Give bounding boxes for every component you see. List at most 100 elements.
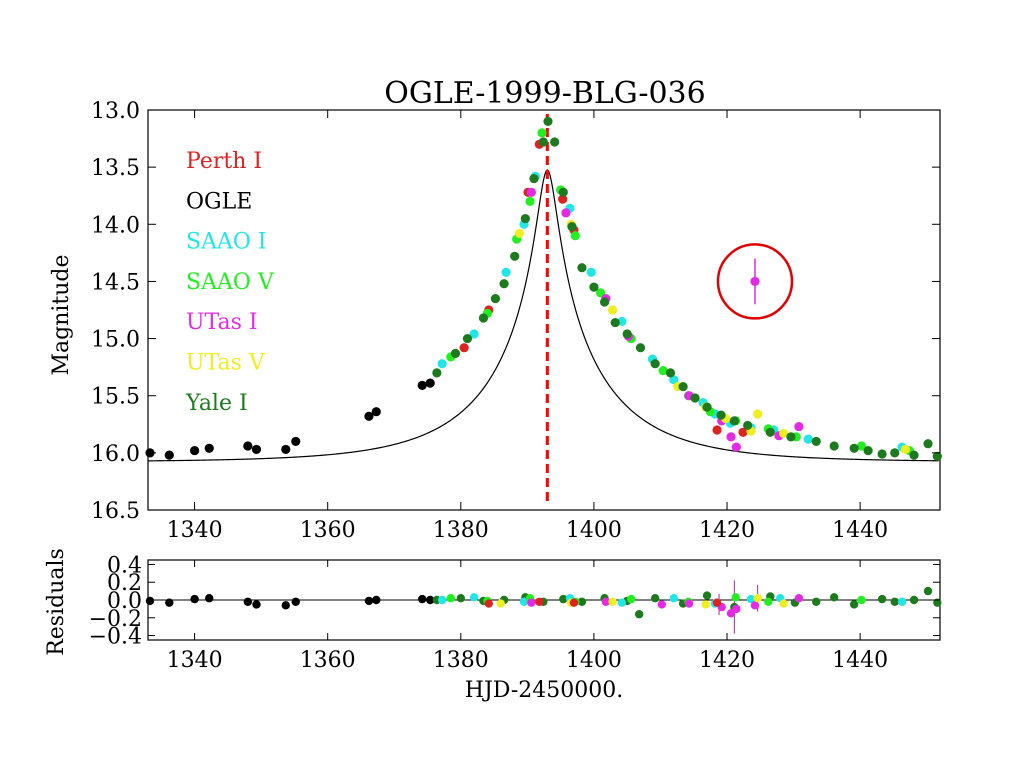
residual-point-ogle [372,595,381,605]
residual-point-ogle [190,594,199,604]
residual-point-utas-i [794,594,804,603]
y-tick-label: 15.5 [91,385,140,410]
data-point-yale-i [877,449,887,459]
residual-y-tick-label: 0.2 [107,571,142,596]
legend: Perth I OGLE SAAO I SAAO V UTas I UTas V Yale … [185,149,275,416]
residual-point-yale-i [890,597,899,606]
data-point-yale-i [610,317,620,328]
legend-entry-utas-v: UTas V [186,351,266,376]
residual-point-yale-i [877,594,887,604]
data-point-yale-i [650,359,660,369]
data-point-ogle [417,380,427,391]
data-point-yale-i [890,448,900,458]
data-point-yale-i [665,368,676,378]
residual-point-yale-i [559,594,568,604]
data-point-yale-i [849,443,859,453]
data-point-yale-i [690,393,700,403]
x-tick-label: 1360 [300,518,356,543]
residual-point-yale-i [812,597,821,606]
residual-point-ogle [243,597,253,606]
data-point-yale-i [863,445,873,456]
y-tick-label: 13.0 [91,99,140,124]
legend-entry-saao-i: SAAO I [186,230,267,255]
data-point-utas-v [779,428,789,439]
y-tick-label: 16.5 [91,499,140,524]
legend-entry-saao-v: SAAO V [186,270,275,295]
residual-y-axis-label: Residuals [44,548,69,656]
data-point-saao-i [501,267,511,277]
x-tick-label: 1380 [433,518,489,543]
data-point-yale-i [716,410,726,420]
x-tick-label: 1340 [167,518,223,543]
legend-entry-ogle: OGLE [186,189,252,214]
residual-point-ogle [291,597,300,606]
residual-point-ogle [165,598,174,607]
data-point-yale-i [529,173,539,184]
main-y-ticks: 13.0 13.5 14.0 14.5 15.0 15.5 16.0 16.5 [91,99,940,524]
residual-series-ogle [145,594,435,610]
residual-point-perth-i [535,597,544,606]
series-saao-v [446,128,914,456]
data-point-yale-i [490,293,501,304]
data-point-perth-i [712,425,722,435]
residual-point-utas-i [527,598,536,607]
data-point-yale-i [462,333,473,344]
residual-x-tick-label: 1360 [300,648,356,673]
data-point-yale-i [729,416,739,426]
residual-point-utas-v [701,600,710,609]
data-point-ogle [281,444,291,455]
data-point-yale-i [520,213,530,224]
legend-entry-perth-i: Perth I [186,149,262,174]
data-point-yale-i [478,313,489,323]
residual-point-ogle [281,601,290,610]
data-point-yale-i [702,402,712,412]
main-y-axis-label: Magnitude [49,254,74,375]
residual-y-tick-label: 0.0 [107,589,142,614]
residual-point-ogle [425,595,435,605]
main-x-ticks: 1340 1360 1380 1400 1420 1440 [167,110,888,543]
data-point-yale-i [499,279,509,289]
data-point-ogle [251,444,262,455]
residual-x-tick-label: 1420 [699,648,755,673]
data-point-yale-i [786,432,796,442]
data-point-yale-i [577,263,587,273]
data-point-yale-i [635,343,646,353]
data-point-yale-i [622,329,632,339]
data-point-utas-v [753,409,763,419]
residual-point-perth-i [484,599,493,608]
residual-point-saao-i [897,597,907,606]
data-point-utas-i [731,442,741,452]
chart-title: OGLE-1999-BLG-036 [384,76,705,111]
residual-point-ogle [252,600,261,609]
residual-point-saao-i [669,594,678,603]
data-point-yale-i [589,282,599,292]
residual-point-saao-v [764,597,773,606]
legend-entry-utas-i: UTas I [186,310,258,335]
residual-point-yale-i [702,591,712,600]
residual-point-utas-v [496,599,505,608]
data-point-utas-v [900,444,910,455]
residual-point-saao-v [731,593,740,602]
residual-point-yale-i [650,594,660,603]
residual-point-yale-i [456,594,466,603]
series-perth-i [459,139,748,437]
x-tick-label: 1400 [566,518,622,543]
residual-point-saao-i [746,594,756,604]
residual-series-perth-i [484,597,722,608]
data-point-ogle [204,443,214,453]
data-point-saao-v [658,365,668,376]
residual-point-utas-v [779,599,788,608]
data-point-ogle [364,411,374,421]
residual-point-yale-i [634,610,644,619]
data-point-utas-i [794,421,804,432]
series-utas-v [514,219,910,455]
y-tick-label: 15.0 [91,328,140,353]
data-point-saao-v [537,128,547,138]
data-point-utas-v [607,305,618,315]
main-plot-area [145,114,942,506]
data-point-saao-v [856,441,867,451]
data-point-yale-i [558,187,568,197]
y-tick-label: 14.0 [91,213,140,238]
x-axis-label: HJD-2450000. [465,678,623,703]
